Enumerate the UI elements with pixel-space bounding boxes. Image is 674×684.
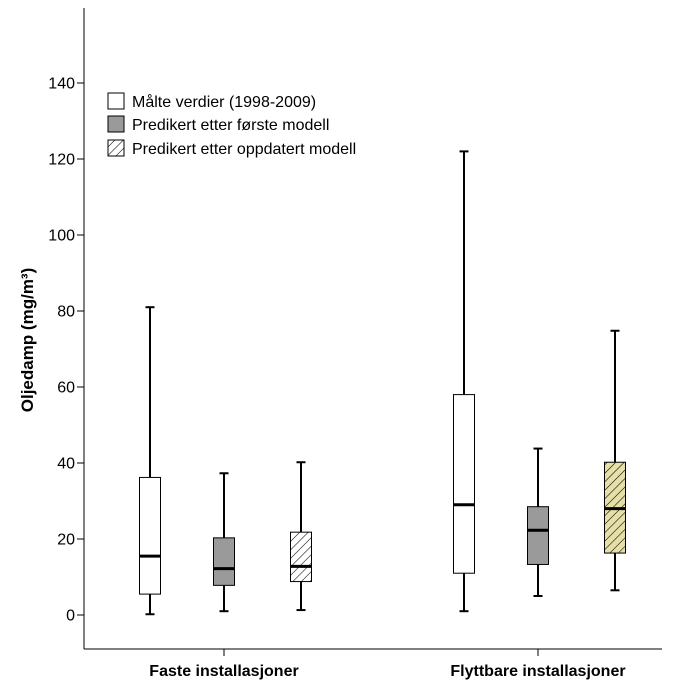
box-series1-category1 (139, 306, 161, 616)
y-tick-label-100: 100 (48, 228, 75, 245)
legend-swatch-3 (107, 139, 125, 157)
y-tick-label-0: 0 (66, 608, 75, 625)
iqr-box (453, 394, 475, 574)
y-axis-label: Oljedamp (mg/m³) (18, 268, 37, 413)
y-tick-label-20: 20 (57, 532, 75, 549)
y-tick-label-80: 80 (57, 304, 75, 321)
iqr-box (139, 476, 161, 595)
iqr-box (213, 537, 235, 586)
box-series3-category2 (604, 329, 626, 592)
legend-label-1: Målte verdier (1998-2009) (132, 93, 316, 111)
y-tick-label-120: 120 (48, 152, 75, 169)
iqr-box (290, 531, 312, 583)
legend-swatch-2 (107, 115, 125, 133)
legend: Målte verdier (1998-2009) Predikert etter… (107, 92, 356, 158)
boxes (139, 150, 626, 616)
legend-label-2: Predikert etter første modell (132, 117, 329, 134)
legend-label-3: Predikert etter oppdatert modell (132, 141, 356, 158)
y-tick-label-40: 40 (57, 456, 75, 473)
legend-swatch-1 (107, 92, 125, 110)
box-series2-category1 (213, 472, 235, 613)
y-tick-label-140: 140 (48, 76, 75, 93)
y-tick-label-60: 60 (57, 380, 75, 397)
iqr-box (527, 506, 549, 565)
x-category-label-1: Faste installasjoner (149, 663, 298, 680)
box-series2-category2 (527, 447, 549, 597)
box-series1-category2 (453, 150, 475, 613)
x-category-label-2: Flyttbare installasjoner (450, 663, 625, 680)
axes: 0 20 40 60 80 100 120 140 Faste installasjoner Fl… (48, 8, 662, 680)
box-series3-category1 (290, 461, 312, 612)
